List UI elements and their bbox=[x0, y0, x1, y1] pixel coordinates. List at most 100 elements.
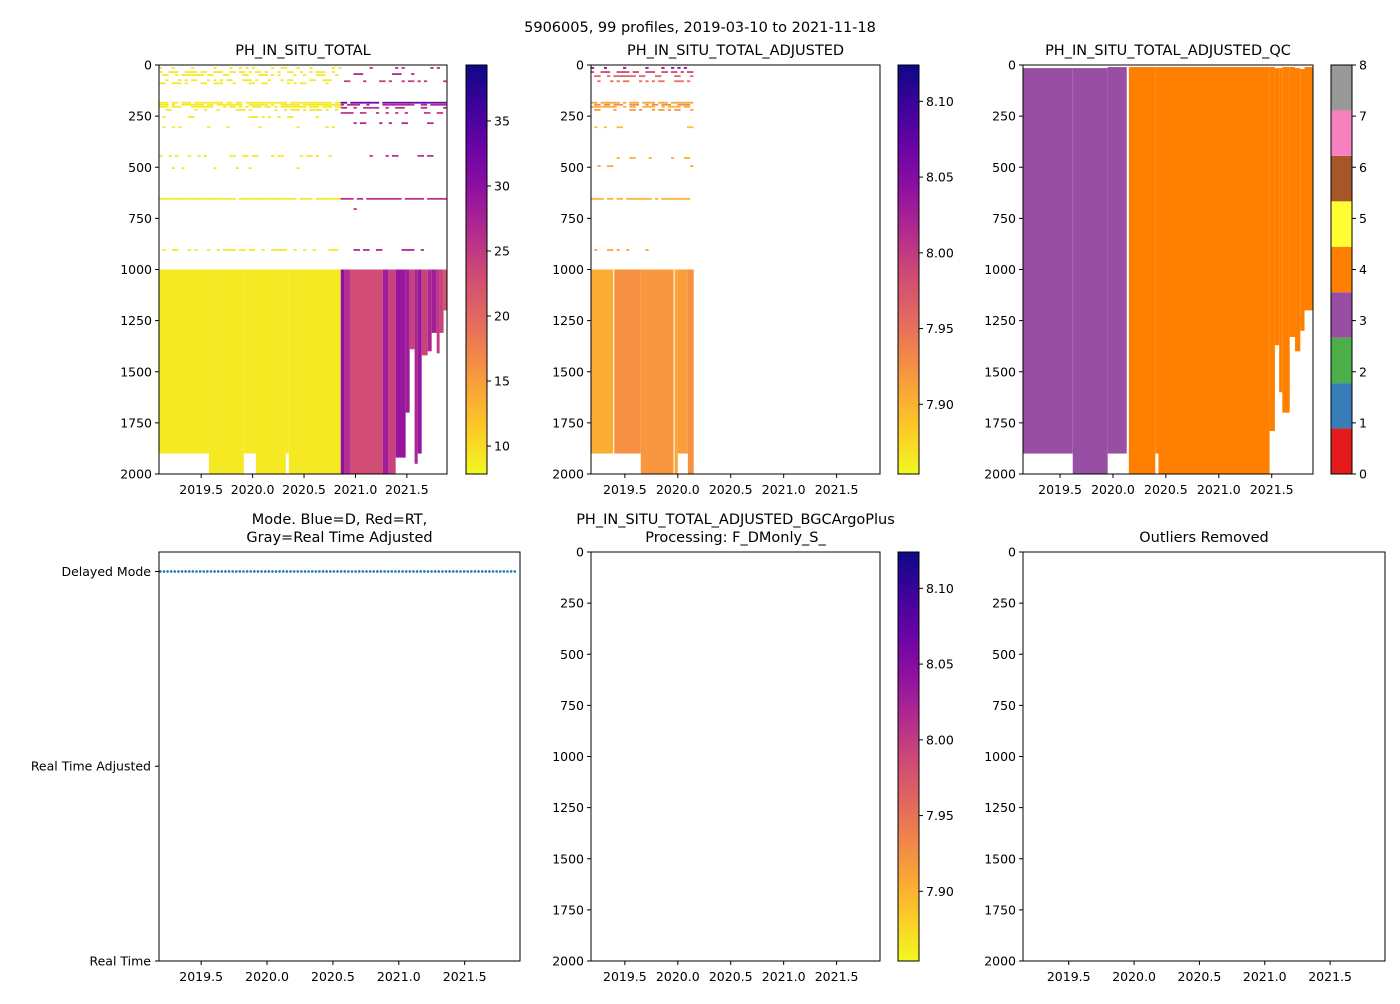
heatmap-cell bbox=[203, 108, 207, 111]
heatmap-cell bbox=[171, 103, 175, 106]
heatmap-cell bbox=[642, 197, 646, 200]
y-tick-label: 0 bbox=[1008, 545, 1016, 560]
heatmap-cell bbox=[395, 67, 399, 69]
heatmap-cell bbox=[395, 73, 399, 75]
mode-point bbox=[361, 570, 365, 573]
y-tick-label: 1000 bbox=[984, 749, 1016, 764]
heatmap-cell bbox=[159, 82, 163, 85]
heatmap-cell bbox=[328, 101, 332, 104]
heatmap-cell bbox=[194, 108, 198, 111]
heatmap-cell bbox=[375, 101, 380, 104]
heatmap-cell bbox=[303, 249, 307, 251]
heatmap-cell bbox=[613, 101, 617, 104]
heatmap-cell bbox=[366, 101, 370, 104]
heatmap-cell bbox=[340, 112, 344, 114]
heatmap-cell bbox=[312, 249, 316, 251]
heatmap-cell bbox=[274, 105, 278, 108]
heatmap-cell bbox=[328, 105, 332, 108]
heatmap-cell bbox=[194, 105, 198, 108]
mode-point bbox=[253, 570, 256, 573]
heatmap-cell bbox=[1023, 68, 1073, 454]
heatmap-cell bbox=[687, 71, 691, 73]
mode-point bbox=[386, 570, 390, 573]
y-tick-label: 2000 bbox=[552, 954, 584, 969]
colorbar-tick-label: 3 bbox=[1359, 313, 1367, 328]
heatmap-cell bbox=[420, 197, 424, 200]
mode-point bbox=[278, 570, 281, 573]
colorbar-tick-label: 30 bbox=[494, 178, 510, 193]
y-tick-label: 0 bbox=[1008, 58, 1016, 73]
heatmap-cell bbox=[683, 197, 687, 200]
heatmap-cell bbox=[347, 112, 351, 114]
x-tick-label: 2019.5 bbox=[179, 969, 223, 984]
heatmap-cell bbox=[594, 197, 598, 200]
heatmap-cell bbox=[171, 71, 175, 73]
heatmap-cell bbox=[433, 101, 437, 104]
heatmap-cell bbox=[165, 105, 169, 108]
panel-title: Processing: F_DMonly_S_ bbox=[645, 530, 826, 546]
heatmap-cell bbox=[242, 71, 246, 73]
y-tick-label: 2000 bbox=[984, 467, 1016, 482]
heatmap-cell bbox=[343, 106, 348, 109]
heatmap-cell bbox=[626, 75, 630, 78]
heatmap-cell bbox=[607, 75, 611, 78]
heatmap-cell bbox=[1274, 68, 1280, 346]
mode-point bbox=[202, 570, 206, 573]
heatmap-cell bbox=[350, 103, 354, 106]
x-tick-label: 2021.0 bbox=[1197, 482, 1241, 497]
heatmap-cell bbox=[293, 74, 297, 77]
heatmap-cell bbox=[671, 105, 675, 108]
heatmap-cell bbox=[629, 101, 633, 104]
heatmap-cell bbox=[353, 101, 357, 104]
heatmap-cell bbox=[443, 106, 447, 109]
heatmap-cell bbox=[613, 103, 617, 106]
heatmap-cell bbox=[335, 101, 339, 104]
mode-point bbox=[159, 570, 162, 573]
heatmap-cell bbox=[277, 74, 281, 77]
heatmap-cell bbox=[680, 101, 684, 104]
y-tick-label: 250 bbox=[128, 109, 152, 124]
heatmap-cell bbox=[315, 116, 319, 118]
colorbar-tick-label: 0 bbox=[1359, 467, 1367, 482]
heatmap-cell bbox=[171, 105, 175, 108]
heatmap-cell bbox=[213, 82, 217, 85]
heatmap-cell bbox=[200, 197, 204, 200]
heatmap-cell bbox=[594, 249, 598, 251]
heatmap-cell bbox=[603, 71, 607, 73]
heatmap-cell bbox=[194, 101, 198, 104]
heatmap-cell bbox=[159, 197, 163, 200]
heatmap-cell bbox=[690, 71, 694, 73]
heatmap-cell bbox=[235, 167, 239, 170]
heatmap-cell bbox=[1269, 67, 1275, 432]
heatmap-cell bbox=[235, 108, 239, 111]
heatmap-cell bbox=[629, 75, 633, 78]
heatmap-cell bbox=[677, 108, 681, 111]
heatmap-cell bbox=[178, 82, 182, 85]
x-tick-label: 2020.5 bbox=[282, 482, 326, 497]
heatmap-cell bbox=[671, 101, 675, 104]
heatmap-cell bbox=[411, 197, 415, 200]
heatmap-cell bbox=[213, 67, 217, 69]
y-tick-label: 1500 bbox=[552, 364, 584, 379]
heatmap-cell bbox=[407, 101, 412, 104]
heatmap-cell bbox=[267, 79, 271, 82]
mode-point bbox=[462, 570, 466, 573]
heatmap-cell bbox=[285, 269, 289, 454]
heatmap-cell bbox=[328, 197, 332, 200]
heatmap-cell bbox=[423, 80, 428, 83]
heatmap-cell bbox=[391, 101, 396, 104]
heatmap-cell bbox=[216, 82, 220, 85]
heatmap-cell bbox=[667, 108, 671, 111]
mode-point bbox=[206, 570, 209, 573]
heatmap-cell bbox=[356, 249, 360, 251]
heatmap-cell bbox=[661, 71, 665, 73]
heatmap-cell bbox=[315, 105, 319, 108]
heatmap-cell bbox=[603, 126, 607, 129]
heatmap-cell bbox=[245, 154, 249, 157]
heatmap-cell bbox=[417, 80, 421, 83]
heatmap-cell bbox=[245, 105, 249, 108]
heatmap-cell bbox=[306, 103, 310, 106]
heatmap-cell bbox=[187, 101, 191, 104]
heatmap-cell bbox=[248, 197, 252, 200]
heatmap-cell bbox=[280, 101, 284, 104]
